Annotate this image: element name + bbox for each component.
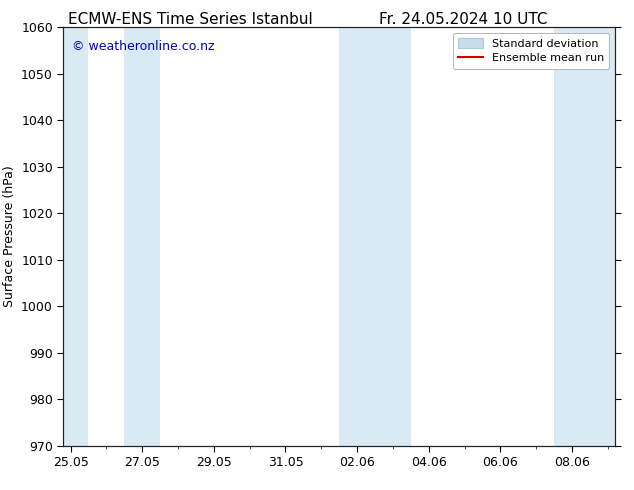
Legend: Standard deviation, Ensemble mean run: Standard deviation, Ensemble mean run	[453, 32, 609, 69]
Bar	[339, 27, 411, 446]
Bar	[554, 27, 615, 446]
Y-axis label: Surface Pressure (hPa): Surface Pressure (hPa)	[3, 166, 16, 307]
Text: © weatheronline.co.nz: © weatheronline.co.nz	[72, 40, 214, 52]
Text: ECMW-ENS Time Series Istanbul: ECMW-ENS Time Series Istanbul	[68, 12, 313, 27]
Bar	[124, 27, 160, 446]
Bar	[63, 27, 89, 446]
Text: Fr. 24.05.2024 10 UTC: Fr. 24.05.2024 10 UTC	[378, 12, 547, 27]
